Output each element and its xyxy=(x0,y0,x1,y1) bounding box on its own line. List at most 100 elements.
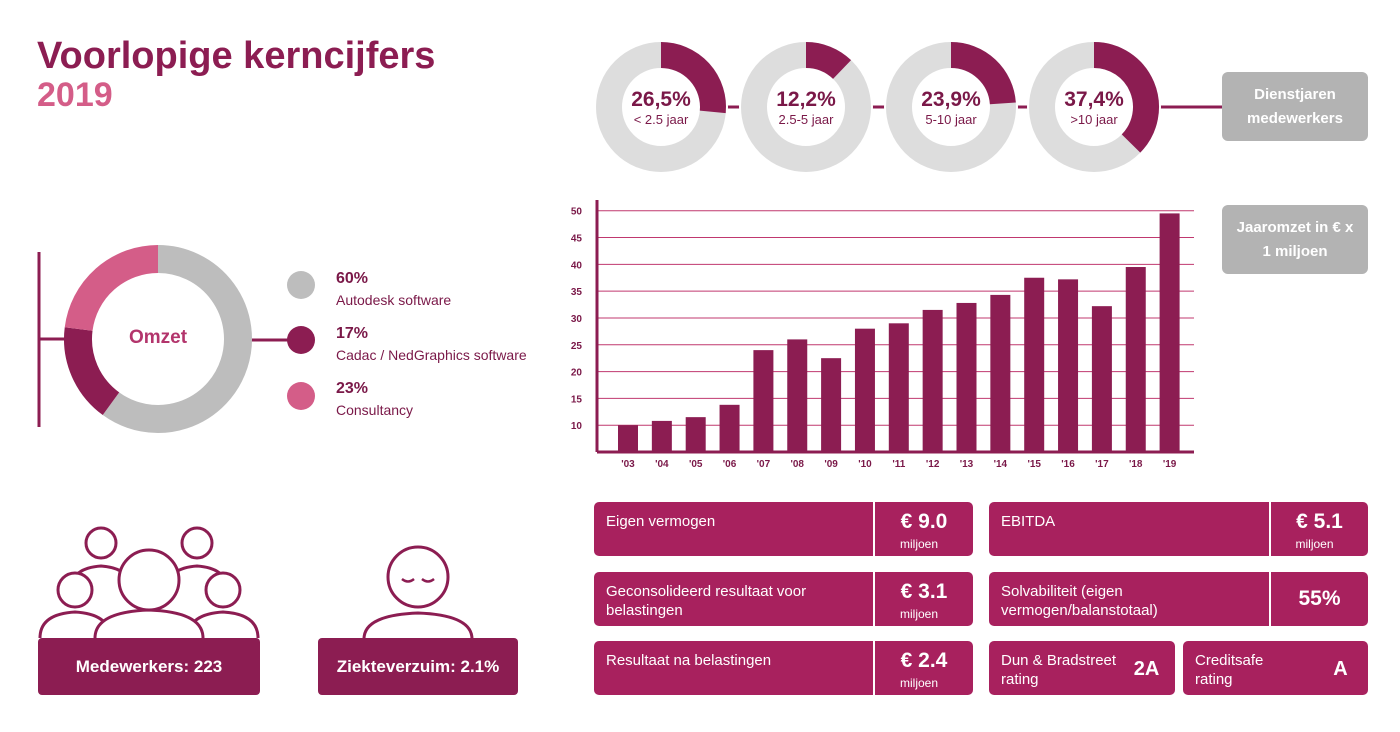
legend-dot-autodesk xyxy=(287,271,315,299)
legend-label-cadac: Cadac / NedGraphics software xyxy=(336,347,527,363)
kpi-eigen-vermogen-label: Eigen vermogen xyxy=(606,513,716,530)
kpi-solvabiliteit-value: 55% xyxy=(1298,587,1341,610)
x-tick-label: '09 xyxy=(824,459,838,470)
bar-18 xyxy=(1125,267,1146,452)
ring-value-4 xyxy=(1093,42,1159,153)
y-tick-label: 45 xyxy=(571,234,583,245)
bar-13 xyxy=(956,302,977,452)
person-center xyxy=(93,548,205,639)
x-tick-label: '14 xyxy=(994,459,1008,470)
bar-07 xyxy=(753,350,774,452)
kpi-ebitda: EBITDA € 5.1 miljoen xyxy=(989,502,1368,556)
bar-05 xyxy=(685,417,706,452)
kpi-creditsafe-value: A xyxy=(1333,658,1348,680)
kpi-ebitda-value: € 5.1 xyxy=(1296,510,1343,533)
kpi-resultaat-voor-unit: miljoen xyxy=(899,607,938,621)
ring-1-pct: 26,5% xyxy=(631,88,691,111)
ziekteverzuim-label: Ziekteverzuim: 2.1% xyxy=(318,638,518,695)
y-tick-label: 35 xyxy=(571,287,583,298)
medewerkers-label: Medewerkers: 223 xyxy=(38,638,260,695)
bar-15 xyxy=(1024,277,1045,452)
kpi-dun-bradstreet: Dun & Bradstreet rating 2A xyxy=(989,641,1175,695)
y-tick-label: 10 xyxy=(571,421,583,432)
ring-4-pct: 37,4% xyxy=(1064,88,1124,111)
legend-pct-consultancy: 23% xyxy=(336,380,369,397)
omzet-label: Omzet xyxy=(128,327,188,348)
x-tick-label: '18 xyxy=(1129,459,1143,470)
ring-2-sub: 2.5-5 jaar xyxy=(778,112,834,127)
ring-3-text: 23,9% 5-10 jaar xyxy=(896,88,1006,128)
kpi-dun-bradstreet-label: Dun & Bradstreet rating xyxy=(1001,652,1117,688)
omzet-slice-2 xyxy=(64,327,120,416)
kpi-dun-bradstreet-value: 2A xyxy=(1133,658,1160,680)
person-front-right xyxy=(186,571,260,639)
x-tick-label: '05 xyxy=(689,459,703,470)
bar-19 xyxy=(1159,213,1180,452)
y-tick-label: 40 xyxy=(571,260,583,271)
x-tick-label: '19 xyxy=(1163,459,1177,470)
x-tick-label: '11 xyxy=(892,459,905,470)
kpi-separator xyxy=(873,572,875,626)
kpi-solvabiliteit: Solvabiliteit (eigen vermogen/balanstota… xyxy=(989,572,1368,626)
person-front-left xyxy=(38,571,112,639)
y-tick-label: 30 xyxy=(571,314,583,325)
ring-3-pct: 23,9% xyxy=(921,88,981,111)
kpi-creditsafe-label: Creditsafe rating xyxy=(1195,652,1264,688)
kpi-resultaat-voor: Geconsolideerd resultaat voor belastinge… xyxy=(594,572,973,626)
omzet-slice-1 xyxy=(102,245,252,433)
page-title: Voorlopige kerncijfers xyxy=(37,35,436,77)
omzet-donut xyxy=(37,245,315,433)
medewerkers-icon xyxy=(38,526,260,639)
page-year: 2019 xyxy=(37,76,113,114)
x-tick-label: '15 xyxy=(1027,459,1041,470)
kpi-eigen-vermogen-unit: miljoen xyxy=(899,537,938,551)
bar-10 xyxy=(854,328,875,452)
legend-label-autodesk: Autodesk software xyxy=(336,292,452,308)
x-tick-label: '03 xyxy=(621,459,635,470)
x-tick-label: '17 xyxy=(1095,459,1109,470)
dienstjaren-label: Dienstjaren medewerkers xyxy=(1222,72,1368,141)
legend-pct-autodesk: 60% xyxy=(336,270,369,287)
x-tick-label: '13 xyxy=(960,459,974,470)
bar-09 xyxy=(821,358,842,452)
ring-4-text: 37,4% >10 jaar xyxy=(1039,88,1149,128)
ring-3-sub: 5-10 jaar xyxy=(925,112,977,127)
ring-2-text: 12,2% 2.5-5 jaar xyxy=(751,88,861,128)
x-tick-label: '10 xyxy=(858,459,872,470)
legend-label-consultancy: Consultancy xyxy=(336,402,414,418)
bar-06 xyxy=(719,404,740,452)
y-tick-label: 15 xyxy=(571,394,583,405)
bar-14 xyxy=(990,294,1011,452)
kpi-resultaat-na-unit: miljoen xyxy=(899,676,938,690)
x-tick-label: '08 xyxy=(790,459,804,470)
kpi-resultaat-voor-value: € 3.1 xyxy=(900,580,948,603)
kpi-eigen-vermogen-value: € 9.0 xyxy=(900,510,948,533)
y-tick-label: 25 xyxy=(571,341,583,352)
jaaromzet-bar-chart: 10 15 20 25 30 35 40 45 50 '03 '04 '05 '06 '07 '08 '09… xyxy=(571,200,1194,470)
ring-2-pct: 12,2% xyxy=(776,88,836,111)
ring-value-2 xyxy=(805,42,852,80)
kpi-resultaat-na-label: Resultaat na belastingen xyxy=(606,652,772,669)
ziekteverzuim-icon xyxy=(362,545,474,640)
kpi-ebitda-label: EBITDA xyxy=(1001,513,1056,530)
kpi-separator xyxy=(1269,502,1271,556)
bar-16 xyxy=(1058,279,1079,452)
omzet-slice-3 xyxy=(64,245,159,332)
bar-04 xyxy=(651,420,672,452)
dienstjaren-rings xyxy=(594,40,1225,174)
bar-03 xyxy=(618,425,638,452)
kpi-separator xyxy=(873,641,875,695)
y-tick-label: 50 xyxy=(571,207,583,218)
bar-17 xyxy=(1091,306,1112,452)
kpi-separator xyxy=(873,502,875,556)
ring-value-3 xyxy=(950,42,1016,105)
bar-11 xyxy=(888,323,909,452)
chart-title-box: Jaaromzet in € x 1 miljoen xyxy=(1222,205,1368,274)
bar-12 xyxy=(922,309,943,452)
kpi-eigen-vermogen: Eigen vermogen € 9.0 miljoen xyxy=(594,502,973,556)
kpi-ebitda-unit: miljoen xyxy=(1295,537,1334,551)
ring-1-text: 26,5% < 2.5 jaar xyxy=(606,88,716,128)
ring-value-1 xyxy=(660,42,726,114)
kpi-solvabiliteit-label: Solvabiliteit (eigen vermogen/balanstota… xyxy=(1001,583,1158,619)
ring-4-sub: >10 jaar xyxy=(1070,112,1118,127)
